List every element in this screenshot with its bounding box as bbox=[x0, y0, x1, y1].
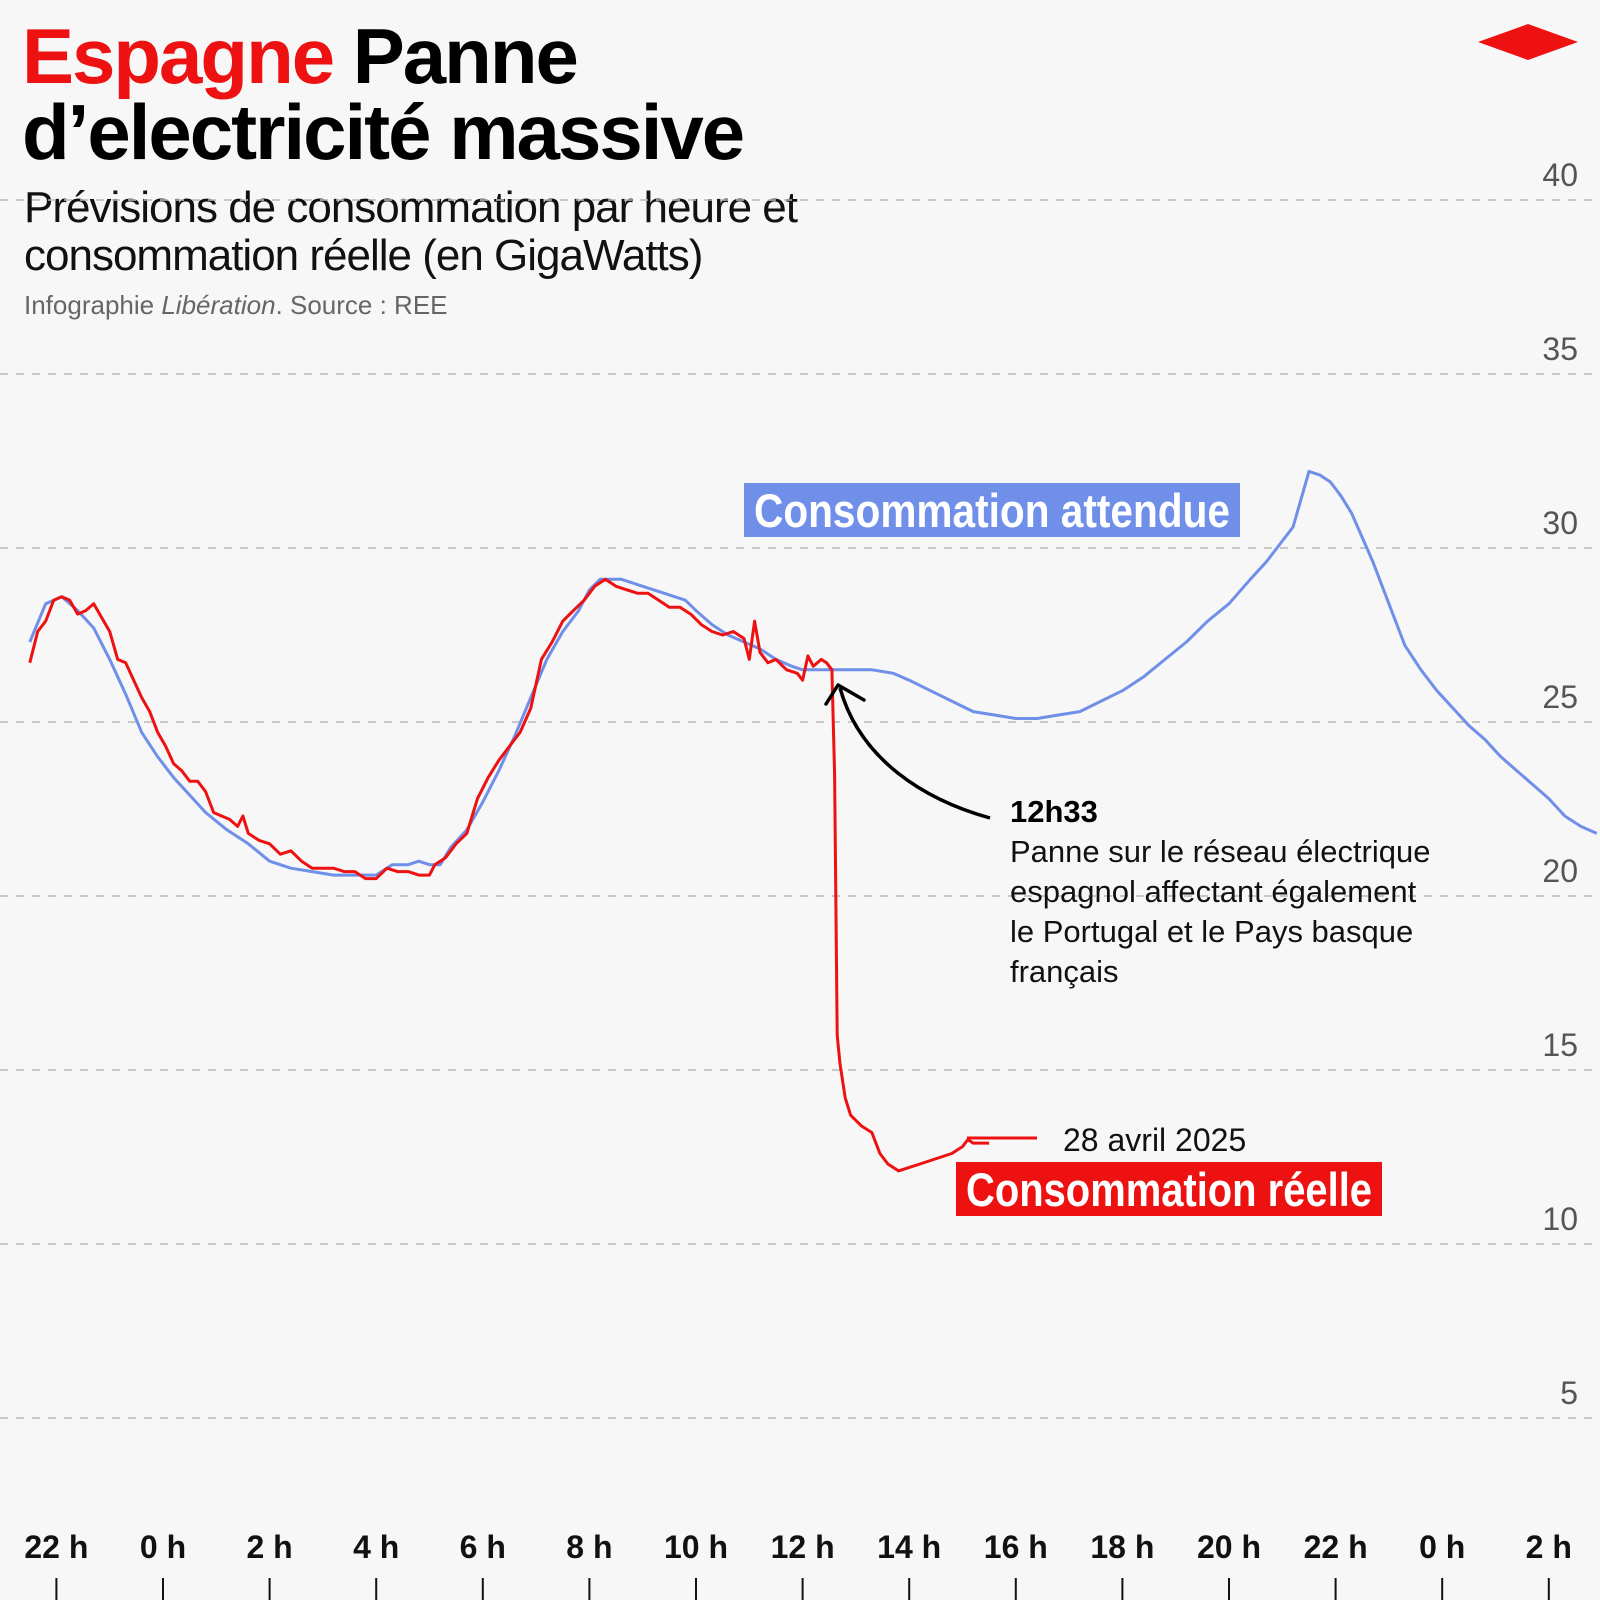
x-tick-label: 6 h bbox=[460, 1529, 506, 1565]
credit-source: . Source : REE bbox=[275, 290, 448, 320]
legend-actual: Consommation réelle bbox=[956, 1162, 1382, 1216]
y-tick-label: 35 bbox=[1542, 331, 1578, 367]
series-line-expected bbox=[28, 469, 1598, 877]
x-tick-label: 12 h bbox=[771, 1529, 835, 1565]
outage-text-line: espagnol affectant également bbox=[1010, 874, 1417, 909]
x-tick-label: 0 h bbox=[140, 1529, 186, 1565]
y-tick-label: 5 bbox=[1560, 1375, 1578, 1411]
legend-actual-label: Consommation réelle bbox=[966, 1163, 1372, 1216]
outage-text-line: français bbox=[1010, 954, 1119, 989]
chart-subtitle: Prévisions de consommation par heure et … bbox=[24, 183, 798, 280]
legend-expected-bg bbox=[744, 483, 1240, 537]
y-axis-labels: 5 10 15 20 25 30 35 40 bbox=[1542, 157, 1578, 1411]
x-tick-label: 20 h bbox=[1197, 1529, 1261, 1565]
y-tick-label: 40 bbox=[1542, 157, 1578, 193]
x-tick-label: 4 h bbox=[353, 1529, 399, 1565]
legend-actual-bg bbox=[956, 1162, 1382, 1216]
outage-time: 12h33 bbox=[1010, 794, 1098, 829]
x-tick-label: 10 h bbox=[664, 1529, 728, 1565]
x-tick-label: 0 h bbox=[1419, 1529, 1465, 1565]
liberation-logo-icon bbox=[1478, 24, 1578, 60]
y-tick-label: 30 bbox=[1542, 505, 1578, 541]
outage-arrow bbox=[838, 687, 991, 820]
x-tick-label: 22 h bbox=[24, 1529, 88, 1565]
legend-expected: Consommation attendue bbox=[744, 483, 1240, 537]
y-tick-label: 25 bbox=[1542, 679, 1578, 715]
credit-line: Infographie Libération. Source : REE bbox=[24, 290, 448, 321]
x-axis: 22 h 0 h 2 h 4 h 6 h 8 h 10 h 12 h 14 h 16 h 18 h 2… bbox=[24, 1529, 1572, 1600]
x-tick-label: 2 h bbox=[246, 1529, 292, 1565]
outage-text-line: Panne sur le réseau électrique bbox=[1010, 834, 1430, 869]
y-tick-label: 10 bbox=[1542, 1201, 1578, 1237]
x-tick-label: 14 h bbox=[877, 1529, 941, 1565]
grid-lines bbox=[0, 199, 1600, 1419]
title-main: Panne d’electricité massive bbox=[22, 12, 745, 176]
date-label: 28 avril 2025 bbox=[1063, 1122, 1246, 1158]
outage-arrowhead bbox=[824, 683, 866, 706]
credit-prefix: Infographie bbox=[24, 290, 155, 320]
legend-expected-label: Consommation attendue bbox=[754, 484, 1230, 537]
series-line-actual bbox=[28, 577, 990, 1173]
x-tick-label: 2 h bbox=[1526, 1529, 1572, 1565]
y-tick-label: 15 bbox=[1542, 1027, 1578, 1063]
y-tick-label: 20 bbox=[1542, 853, 1578, 889]
x-tick-label: 8 h bbox=[566, 1529, 612, 1565]
x-tick-label: 18 h bbox=[1090, 1529, 1154, 1565]
chart-title: Espagne Panne d’electricité massive bbox=[22, 17, 922, 171]
x-tick-label: 22 h bbox=[1304, 1529, 1368, 1565]
outage-text-line: le Portugal et le Pays basque bbox=[1010, 914, 1413, 949]
credit-outlet: Libération bbox=[161, 290, 276, 320]
title-country: Espagne bbox=[22, 12, 335, 100]
x-tick-label: 16 h bbox=[984, 1529, 1048, 1565]
